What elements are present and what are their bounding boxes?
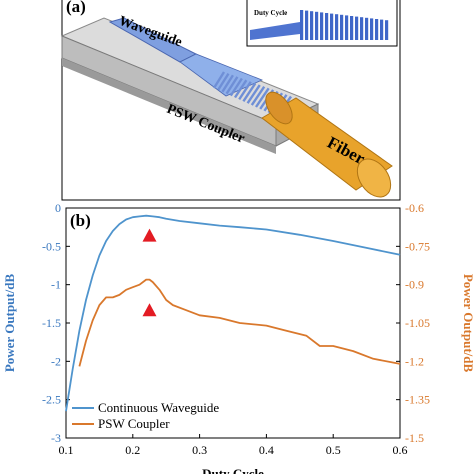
inset-tooth — [385, 20, 389, 40]
y-right-tick-label: -1.2 — [405, 354, 424, 368]
panel-b: (b) 0 -0.5 -1 -1.5 -2 -2.5 -3 -0.6 -0.75 -0.9 -1.… — [2, 201, 474, 474]
y-left-tick-label: -1 — [51, 278, 61, 292]
grating-tooth — [255, 87, 270, 108]
inset-tooth — [325, 13, 329, 40]
y-left-tick-label: 0 — [55, 201, 61, 215]
y-right-tick-label: -0.75 — [405, 239, 430, 253]
y-left-tick-label: -2 — [51, 354, 61, 368]
panel-a-label: (a) — [66, 0, 86, 16]
inset-tooth — [355, 16, 359, 40]
y-axis-left: 0 -0.5 -1 -1.5 -2 -2.5 -3 — [42, 201, 70, 445]
panel-b-label: (b) — [70, 211, 91, 230]
grating-tooth — [238, 81, 252, 101]
inset-tooth — [340, 14, 344, 41]
grating-tooth — [221, 74, 234, 93]
substrate-bottom-layer — [62, 58, 276, 154]
legend: Continuous Waveguide PSW Coupler — [72, 400, 219, 431]
y-axis-left-label: Power Output/dB — [2, 273, 17, 372]
series-line-continuous-waveguide — [65, 214, 401, 412]
x-axis-label: Duty Cycle — [202, 466, 264, 474]
y-left-tick-label: -2.5 — [42, 393, 61, 407]
x-tick-label: 0.1 — [59, 443, 74, 457]
inset-tooth — [365, 17, 369, 40]
plot-frame — [65, 207, 401, 439]
y-axis-right: -0.6 -0.75 -0.9 -1.05 -1.2 -1.35 -1.5 — [396, 201, 430, 445]
x-axis: 0.1 0.2 0.3 0.4 0.5 0.6 — [59, 434, 408, 457]
inset-tooth — [305, 10, 309, 40]
peak-marker — [142, 228, 157, 242]
inset: Duty Cycle — [246, 0, 398, 47]
y-right-tick-label: -0.9 — [405, 278, 424, 292]
y-right-tick-label: -1.5 — [405, 431, 424, 445]
x-tick-label: 0.5 — [326, 443, 341, 457]
x-tick-label: 0.3 — [192, 443, 207, 457]
inset-tooth — [360, 17, 364, 40]
legend-label-continuous-waveguide: Continuous Waveguide — [98, 400, 219, 415]
grating-tooth — [246, 84, 261, 104]
inset-grating — [250, 10, 389, 41]
series-layer — [65, 214, 401, 412]
inset-tooth — [310, 11, 314, 40]
y-right-tick-label: -0.6 — [405, 201, 424, 215]
y-left-tick-label: -3 — [51, 431, 61, 445]
inset-waveguide — [250, 22, 300, 40]
fiber — [261, 91, 393, 198]
y-right-tick-label: -1.05 — [405, 316, 430, 330]
y-axis-right-label: Power Output/dB — [461, 274, 474, 373]
inset-tooth — [375, 19, 379, 40]
legend-label-psw-coupler: PSW Coupler — [98, 416, 170, 431]
grating-tooth — [212, 71, 226, 89]
marker-layer — [142, 228, 157, 317]
grating-tooth — [250, 86, 266, 106]
grating-tooth — [229, 77, 243, 97]
grating-tooth — [225, 76, 239, 95]
inset-tooth — [370, 18, 374, 40]
x-tick-label: 0.2 — [125, 443, 140, 457]
x-tick-label: 0.4 — [259, 443, 274, 457]
grating-tooth — [242, 82, 257, 102]
y-right-tick-label: -1.35 — [405, 393, 430, 407]
inset-tooth — [315, 11, 319, 41]
grating-tooth — [233, 79, 248, 99]
grating-tooth — [217, 72, 230, 91]
inset-tooth — [345, 15, 349, 40]
inset-tooth — [320, 12, 324, 40]
peak-marker — [142, 303, 157, 317]
inset-tooth — [380, 19, 384, 40]
series-line-psw-coupler — [78, 278, 401, 367]
y-left-tick-label: -1.5 — [42, 316, 61, 330]
fiber-end — [356, 158, 392, 198]
inset-tooth — [300, 10, 304, 40]
inset-label: Duty Cycle — [254, 9, 287, 17]
inset-tooth — [350, 16, 354, 40]
y-left-tick-label: -0.5 — [42, 239, 61, 253]
x-tick-label: 0.6 — [393, 443, 408, 457]
panel-a: (a) Duty Cycle Waveguide PSW Coupler Fib… — [60, 0, 401, 201]
inset-tooth — [330, 13, 334, 40]
inset-tooth — [335, 14, 339, 40]
fiber-start — [265, 91, 293, 125]
